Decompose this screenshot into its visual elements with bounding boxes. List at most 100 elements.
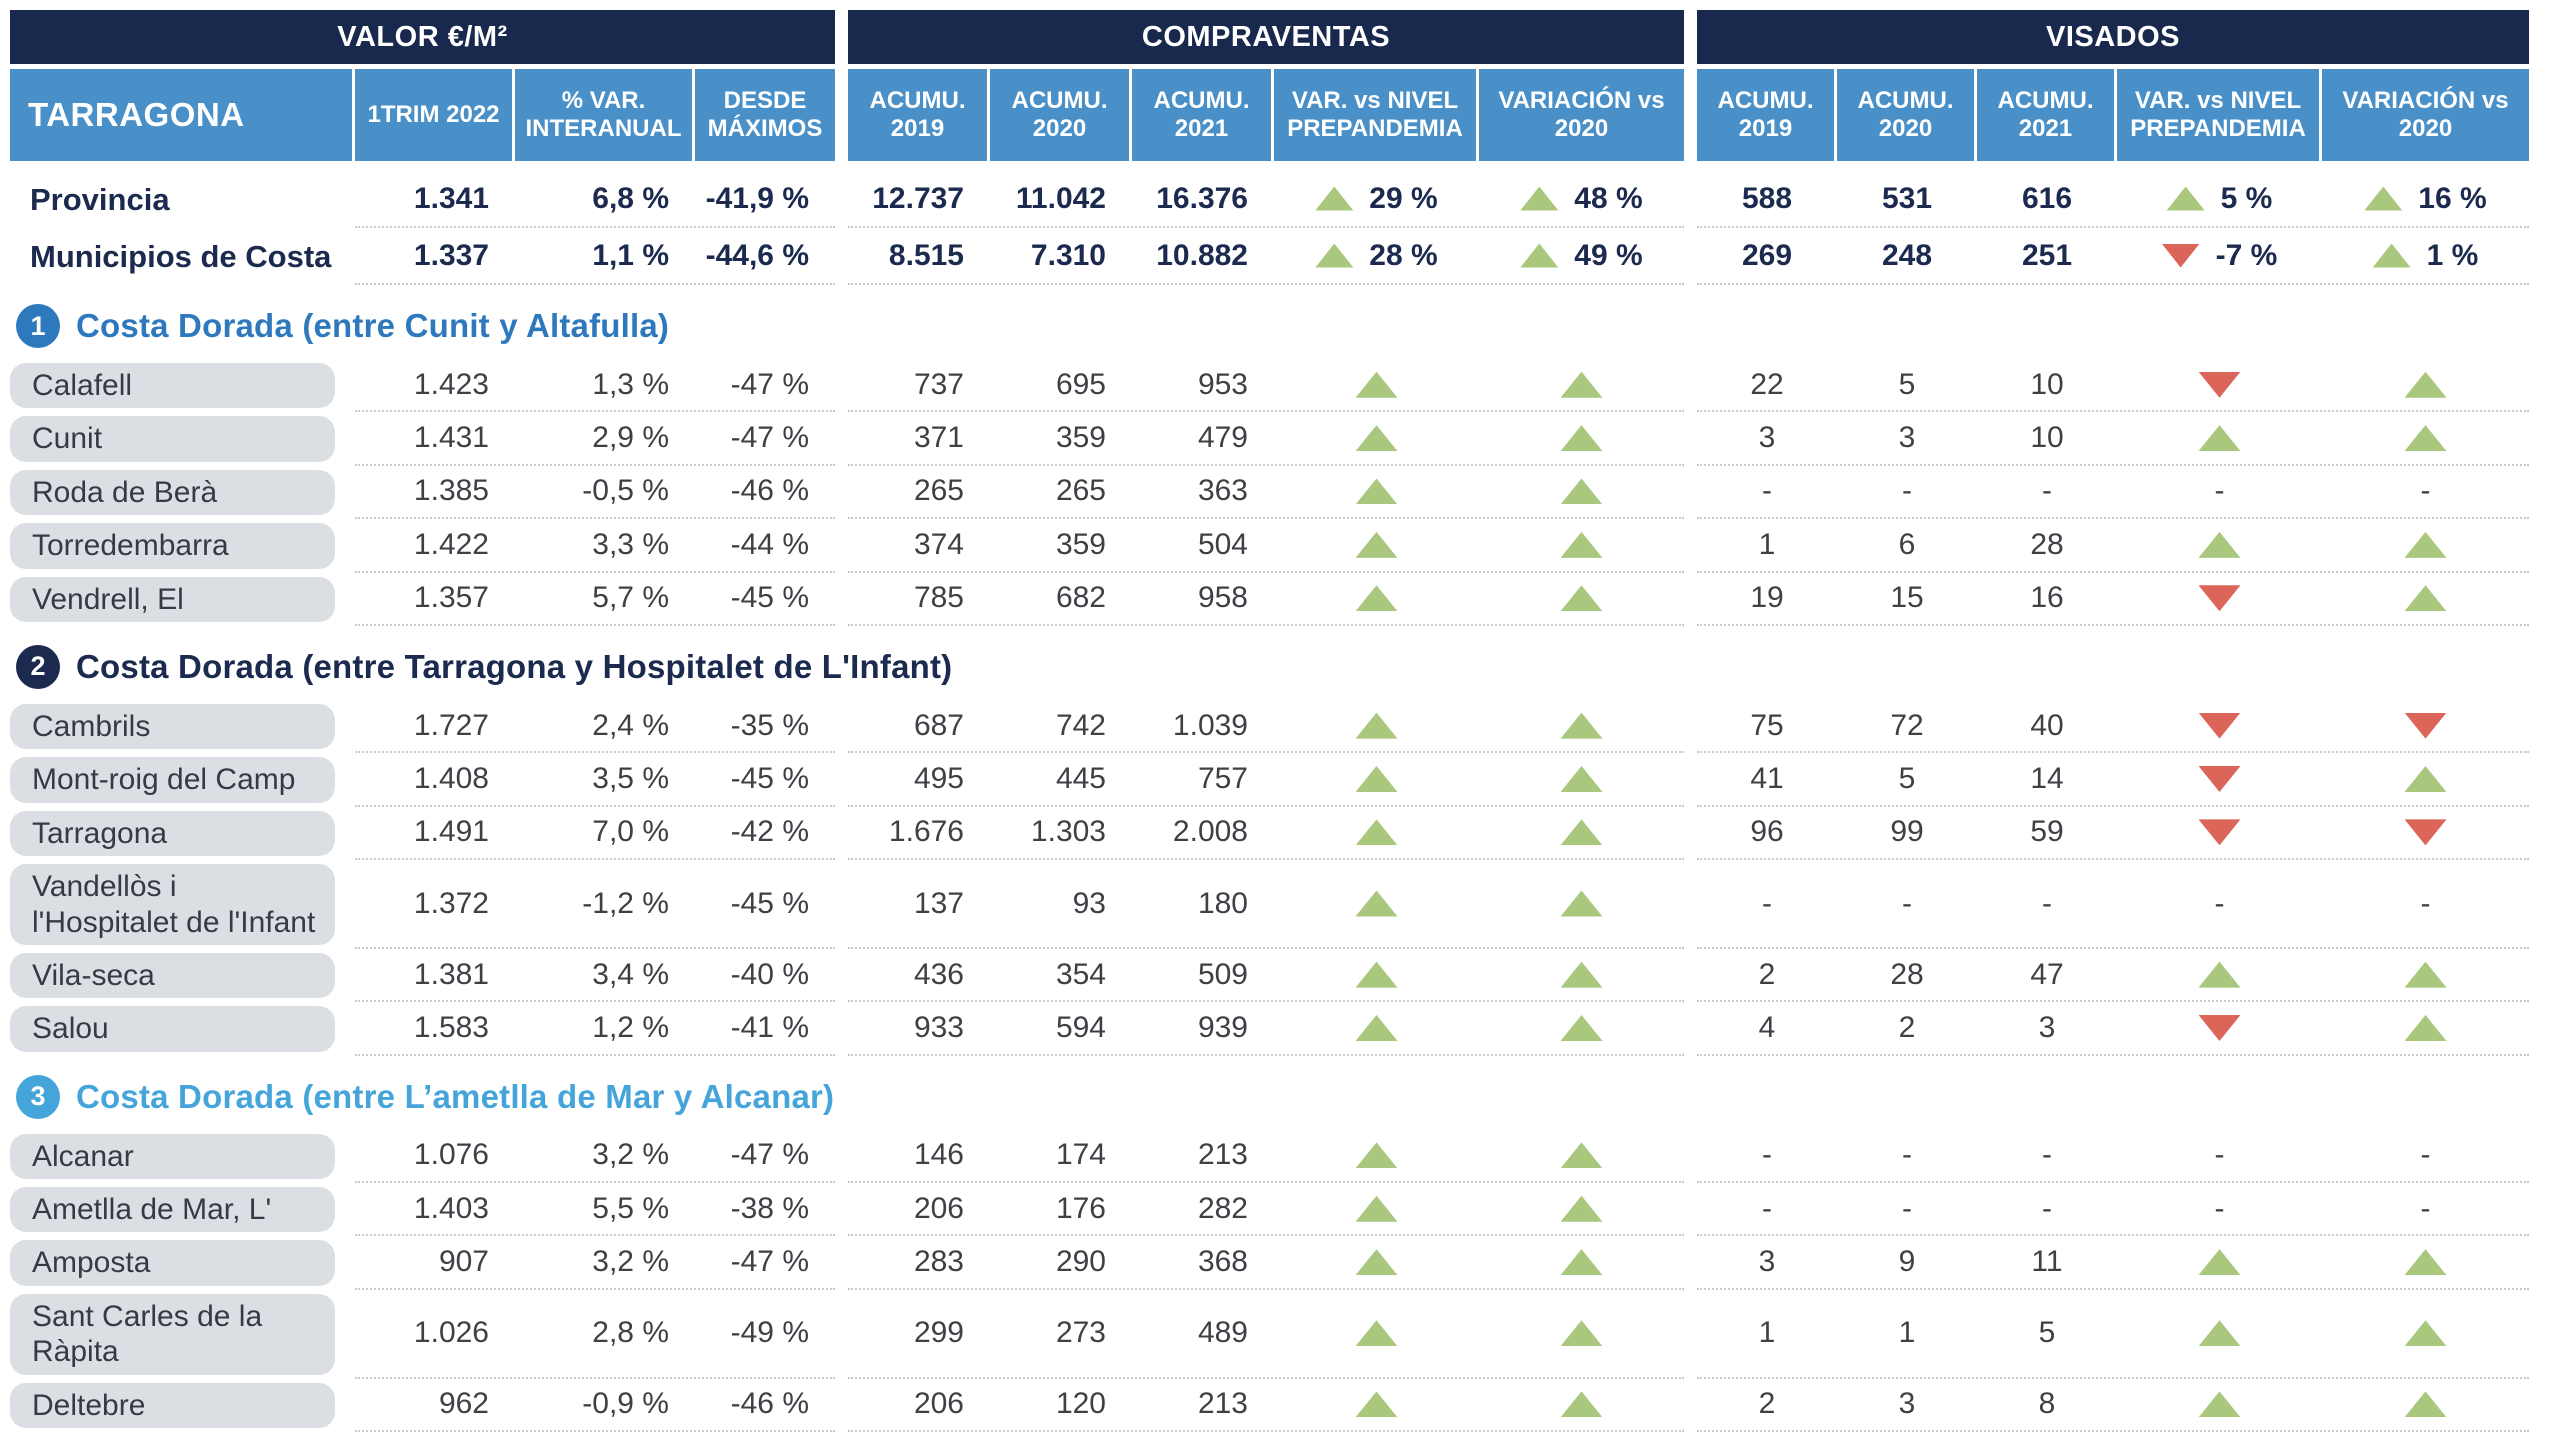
row-label-cell: Vandellòs i l'Hospitalet de l'Infant <box>10 860 355 949</box>
trend-icon <box>1560 1195 1603 1222</box>
trend-icon <box>1560 585 1603 612</box>
cell-cv-2020: 742 <box>1055 708 1106 742</box>
table-row: Amposta 907 3,2 % -47 % 283 290 368 <box>10 1236 2552 1290</box>
visados-values: 22 5 10 <box>1697 359 2529 413</box>
row-label-cell: Salou <box>10 1002 355 1055</box>
cell-valor: 1.403 <box>413 1191 489 1225</box>
cell-var-interanual: 7,0 % <box>592 815 669 849</box>
col-desde-maximos: DESDE MÁXIMOS <box>695 69 835 161</box>
group-gap <box>835 1236 848 1289</box>
cell-vi-prepandemia: 5 % <box>2117 182 2322 216</box>
trend-icon <box>1560 531 1603 558</box>
cell-vi-2021: 8 <box>2038 1387 2056 1421</box>
cell-vi-variacion: 1 % <box>2322 239 2529 273</box>
cell-desde-maximos: -47 % <box>730 367 809 401</box>
table-row: Sant Carles de la Ràpita 1.026 2,8 % -49… <box>10 1290 2552 1379</box>
table-row: Roda de Berà 1.385 -0,5 % -46 % 265 265 … <box>10 466 2552 520</box>
trend-icon: - <box>2420 886 2431 920</box>
trend-value: 49 % <box>1574 238 1643 272</box>
cell-cv-2020: 93 <box>1072 886 1106 920</box>
compraventas-banner: COMPRAVENTAS <box>848 10 1684 64</box>
cell-cv-variacion <box>1479 478 1684 505</box>
cell-var-interanual: -0,5 % <box>582 474 669 508</box>
valor-values: 907 3,2 % -47 % <box>355 1236 835 1290</box>
cell-cv-2021: 363 <box>1197 474 1248 508</box>
valor-values: 1.026 2,8 % -49 % <box>355 1290 835 1379</box>
trend-icon <box>2198 1320 2241 1347</box>
cell-vi-2021: 5 <box>2038 1316 2056 1350</box>
row-label-cell: Deltebre <box>10 1379 355 1432</box>
cell-var-interanual: 3,3 % <box>592 527 669 561</box>
cell-vi-2020: 3 <box>1898 421 1916 455</box>
cell-cv-2020: 290 <box>1055 1245 1106 1279</box>
cell-desde-maximos: -47 % <box>730 1245 809 1279</box>
cell-vi-2021: 40 <box>2030 708 2064 742</box>
cell-vi-prepandemia <box>2117 766 2322 793</box>
cell-cv-prepandemia <box>1274 819 1479 846</box>
cell-desde-maximos: -45 % <box>730 886 809 920</box>
compraventas-columns: ACUMU. 2019 ACUMU. 2020 ACUMU. 2021 VAR.… <box>848 69 1684 161</box>
trend-icon <box>1520 243 1559 268</box>
cell-vi-variacion: 16 % <box>2322 182 2529 216</box>
cell-vi-2021: 14 <box>2030 762 2064 796</box>
municipality-pill: Roda de Berà <box>10 469 335 516</box>
trend-value: 48 % <box>1574 181 1643 215</box>
trend-icon <box>1560 1014 1603 1041</box>
trend-icon <box>2404 531 2447 558</box>
cell-cv-2021: 282 <box>1197 1191 1248 1225</box>
cell-vi-variacion <box>2322 961 2529 988</box>
cell-cv-2021: 953 <box>1197 367 1248 401</box>
cell-var-interanual: 3,2 % <box>592 1138 669 1172</box>
cell-vi-2021: 251 <box>2021 238 2073 272</box>
cell-cv-prepandemia <box>1274 766 1479 793</box>
cell-var-interanual: 1,3 % <box>592 367 669 401</box>
cell-vi-2020: - <box>1902 1138 1912 1172</box>
trend-icon <box>1560 478 1603 505</box>
cell-vi-prepandemia <box>2117 1320 2322 1347</box>
cell-var-interanual: 1,2 % <box>592 1010 669 1044</box>
row-label-cell: Vila-seca <box>10 949 355 1002</box>
group-gap <box>835 466 848 519</box>
cell-vi-2019: 4 <box>1758 1010 1776 1044</box>
trend-icon <box>2198 819 2241 846</box>
cell-vi-variacion: - <box>2322 1138 2529 1172</box>
cell-cv-2021: 958 <box>1197 581 1248 615</box>
compraventas-values: 1.676 1.303 2.008 <box>848 807 1684 861</box>
trend-icon <box>1520 186 1559 211</box>
trend-icon <box>1355 1391 1398 1418</box>
row-label-cell: Alcanar <box>10 1130 355 1183</box>
trend-value: 1 % <box>2426 238 2479 272</box>
group-gap <box>1684 466 1697 519</box>
cell-cv-variacion: 49 % <box>1479 239 1684 273</box>
cell-vi-2020: - <box>1902 474 1912 508</box>
table-row: Alcanar 1.076 3,2 % -47 % 146 174 213 <box>10 1130 2552 1184</box>
cell-desde-maximos: -35 % <box>730 708 809 742</box>
cell-cv-2019: 8.515 <box>888 238 964 272</box>
cell-vi-prepandemia <box>2117 819 2322 846</box>
municipality-pill: Torredembarra <box>10 523 335 569</box>
trend-icon <box>2198 585 2241 612</box>
group-gap <box>835 860 848 949</box>
trend-icon: - <box>2214 1138 2225 1172</box>
trend-icon <box>1355 425 1398 452</box>
cell-cv-variacion <box>1479 819 1684 846</box>
section-number-badge: 3 <box>16 1074 60 1119</box>
valor-columns: TARRAGONA 1TRIM 2022 % VAR. INTERANUAL D… <box>10 69 835 161</box>
cell-vi-2020: 5 <box>1898 367 1916 401</box>
cell-desde-maximos: -46 % <box>730 474 809 508</box>
trend-icon <box>1355 961 1398 988</box>
group-gap <box>835 10 848 64</box>
cell-cv-2019: 737 <box>913 367 964 401</box>
cell-vi-variacion: - <box>2322 474 2529 508</box>
trend-icon <box>2198 961 2241 988</box>
trend-icon <box>1560 890 1603 917</box>
cell-valor: 1.076 <box>413 1138 489 1172</box>
cell-cv-2020: 11.042 <box>1015 181 1106 215</box>
row-label-cell: Torredembarra <box>10 519 355 572</box>
cell-cv-2021: 504 <box>1197 527 1248 561</box>
cell-valor: 1.357 <box>413 581 489 615</box>
municipality-pill: Deltebre <box>10 1382 335 1429</box>
valor-values: 1.491 7,0 % -42 % <box>355 807 835 861</box>
cell-cv-prepandemia <box>1274 478 1479 505</box>
cell-cv-variacion <box>1479 1014 1684 1041</box>
